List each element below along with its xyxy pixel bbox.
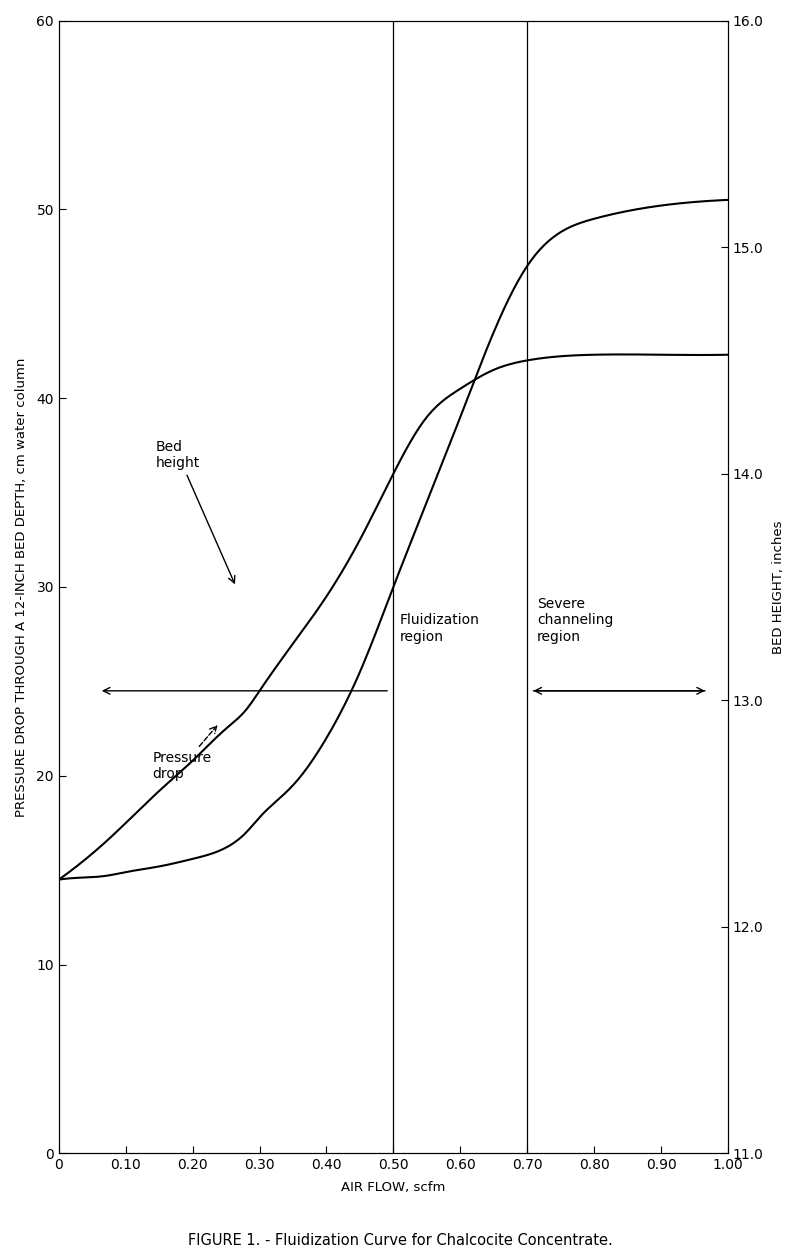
Text: FIGURE 1. - Fluidization Curve for Chalcocite Concentrate.: FIGURE 1. - Fluidization Curve for Chalc…: [188, 1233, 612, 1248]
Y-axis label: BED HEIGHT, inches: BED HEIGHT, inches: [772, 520, 785, 653]
Text: Bed
height: Bed height: [156, 439, 234, 583]
Text: Severe
channeling
region: Severe channeling region: [538, 597, 614, 643]
Text: Fluidization
region: Fluidization region: [400, 613, 480, 643]
Text: Pressure
drop: Pressure drop: [153, 726, 217, 782]
X-axis label: AIR FLOW, scfm: AIR FLOW, scfm: [341, 1181, 446, 1194]
Y-axis label: PRESSURE DROP THROUGH A 12-INCH BED DEPTH, cm water column: PRESSURE DROP THROUGH A 12-INCH BED DEPT…: [15, 358, 28, 817]
